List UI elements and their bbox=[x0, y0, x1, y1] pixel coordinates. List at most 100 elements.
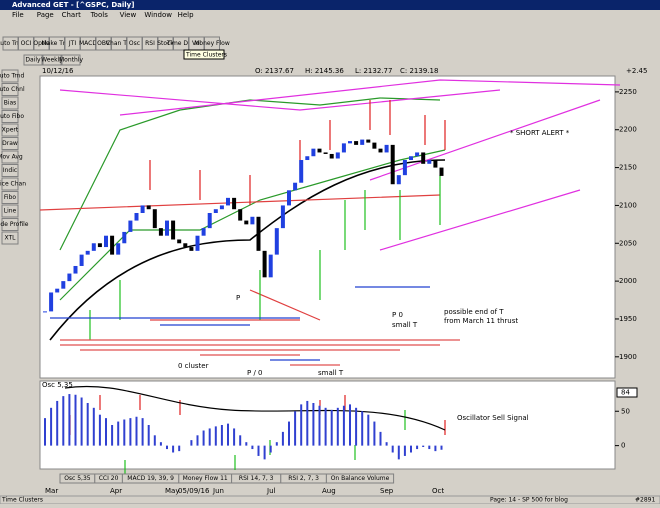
osc-bar bbox=[68, 394, 71, 446]
candle bbox=[110, 235, 115, 255]
menu-item[interactable]: File bbox=[12, 11, 24, 19]
osc-bar bbox=[141, 418, 144, 446]
candle bbox=[341, 143, 346, 153]
osc-bar bbox=[385, 442, 388, 446]
sidebar-button[interactable] bbox=[1, 69, 19, 83]
osc-bar bbox=[44, 418, 46, 446]
osc-annotation: Oscillator Sell Signal bbox=[457, 414, 529, 422]
candle bbox=[67, 273, 72, 282]
indicator-tab-label: Osc 5,35 bbox=[64, 475, 91, 482]
period-tab[interactable] bbox=[61, 54, 81, 66]
osc-bar bbox=[135, 416, 138, 446]
sidebar-button-label: Bias bbox=[4, 100, 17, 107]
right-toolbar bbox=[640, 76, 660, 476]
menu-item[interactable]: Chart bbox=[62, 11, 81, 19]
osc-bar bbox=[123, 419, 126, 446]
osc-bar bbox=[111, 425, 114, 446]
osc-bar bbox=[105, 418, 107, 446]
period-tab-label: Monthly bbox=[59, 57, 83, 64]
candle bbox=[323, 152, 328, 154]
indicator-tab-label: CCI 20 bbox=[99, 475, 119, 482]
y-tick-label: 1950 bbox=[619, 315, 637, 323]
indicator-tab[interactable] bbox=[325, 473, 395, 484]
sidebar-button[interactable] bbox=[1, 164, 19, 177]
osc-bar bbox=[336, 407, 339, 446]
sidebar-button[interactable] bbox=[1, 83, 19, 96]
toolbar-button-label: Osc bbox=[129, 40, 140, 47]
osc-bar bbox=[251, 445, 254, 450]
osc-bar bbox=[367, 414, 370, 446]
sidebar-button[interactable] bbox=[1, 150, 19, 164]
candle bbox=[238, 209, 243, 221]
sidebar-button-label: Fibo bbox=[4, 194, 16, 201]
sidebar-button[interactable] bbox=[1, 218, 19, 231]
y-tick-label: 0 bbox=[621, 442, 625, 450]
sidebar-button[interactable] bbox=[1, 137, 19, 150]
candle bbox=[415, 152, 420, 157]
current-box bbox=[616, 387, 638, 398]
candle bbox=[43, 311, 47, 313]
menu-item[interactable]: View bbox=[120, 11, 137, 19]
period-tab-label: Weekly bbox=[41, 57, 63, 64]
header-change: +2.45 bbox=[626, 67, 647, 75]
sidebar-button[interactable] bbox=[1, 96, 19, 110]
osc-bar bbox=[355, 407, 358, 446]
candle bbox=[213, 209, 218, 213]
osc-bar bbox=[428, 445, 431, 450]
y-tick-label: 2000 bbox=[619, 277, 637, 285]
y-tick-label: 2250 bbox=[619, 88, 637, 96]
candle bbox=[329, 153, 334, 159]
sidebar-button-label: Mov Avg bbox=[0, 154, 23, 161]
menu-item[interactable]: Window bbox=[144, 11, 172, 19]
header-high: H: 2145.36 bbox=[305, 67, 344, 75]
candle bbox=[433, 160, 438, 168]
menu-item[interactable]: Tools bbox=[90, 11, 109, 19]
osc-bar bbox=[275, 442, 278, 446]
toolbar-button-label: Vol bbox=[192, 40, 201, 47]
status-middle: Page: 14 - SP 500 for blog bbox=[490, 497, 568, 504]
status-left: Time Clusters bbox=[1, 497, 43, 504]
candle bbox=[372, 142, 377, 149]
sidebar-button[interactable] bbox=[1, 204, 19, 218]
osc-bar bbox=[312, 403, 315, 446]
candle bbox=[140, 205, 145, 213]
annotation: P bbox=[236, 294, 240, 302]
sidebar-button[interactable] bbox=[1, 110, 19, 123]
candle bbox=[390, 144, 395, 185]
candle bbox=[85, 250, 90, 255]
candle bbox=[116, 243, 121, 255]
period-tab[interactable] bbox=[42, 54, 62, 66]
osc-bar bbox=[324, 407, 327, 446]
candle bbox=[354, 141, 359, 145]
period-tab[interactable] bbox=[23, 54, 43, 66]
window-title: Advanced GET - [^GSPC, Daily] bbox=[12, 1, 134, 9]
sidebar-button[interactable] bbox=[1, 231, 19, 245]
osc-bar bbox=[117, 421, 120, 446]
candle bbox=[427, 160, 432, 164]
osc-bar bbox=[190, 440, 193, 446]
header-open: O: 2137.67 bbox=[255, 67, 294, 75]
menu-item[interactable]: Help bbox=[178, 11, 195, 19]
indicator-tab-label: RSI 14, 7, 3 bbox=[239, 475, 274, 482]
x-label: Mar bbox=[45, 487, 58, 495]
sidebar-button[interactable] bbox=[1, 177, 19, 191]
x-label: May bbox=[165, 487, 179, 495]
candle bbox=[183, 243, 188, 248]
osc-bar bbox=[202, 430, 205, 446]
current-value: 84 bbox=[621, 389, 630, 397]
y-tick-label: 2200 bbox=[619, 126, 637, 134]
osc-bar bbox=[153, 435, 156, 446]
menu-item[interactable]: Page bbox=[37, 11, 54, 19]
sidebar-button[interactable] bbox=[1, 191, 19, 204]
candle bbox=[134, 212, 139, 221]
osc-bar bbox=[178, 445, 181, 452]
sidebar-button[interactable] bbox=[1, 123, 19, 137]
sidebar-button-label: Trade Profile bbox=[0, 221, 29, 228]
indicator-tab-label: MACD 19, 39, 9 bbox=[127, 475, 174, 482]
toolbar-button-label: Chan Trn bbox=[106, 40, 133, 47]
osc-bar bbox=[233, 428, 236, 446]
candle bbox=[256, 216, 261, 251]
candle bbox=[177, 239, 182, 244]
tooltip-text: Time Clusters bbox=[185, 52, 227, 59]
candle bbox=[49, 292, 54, 312]
